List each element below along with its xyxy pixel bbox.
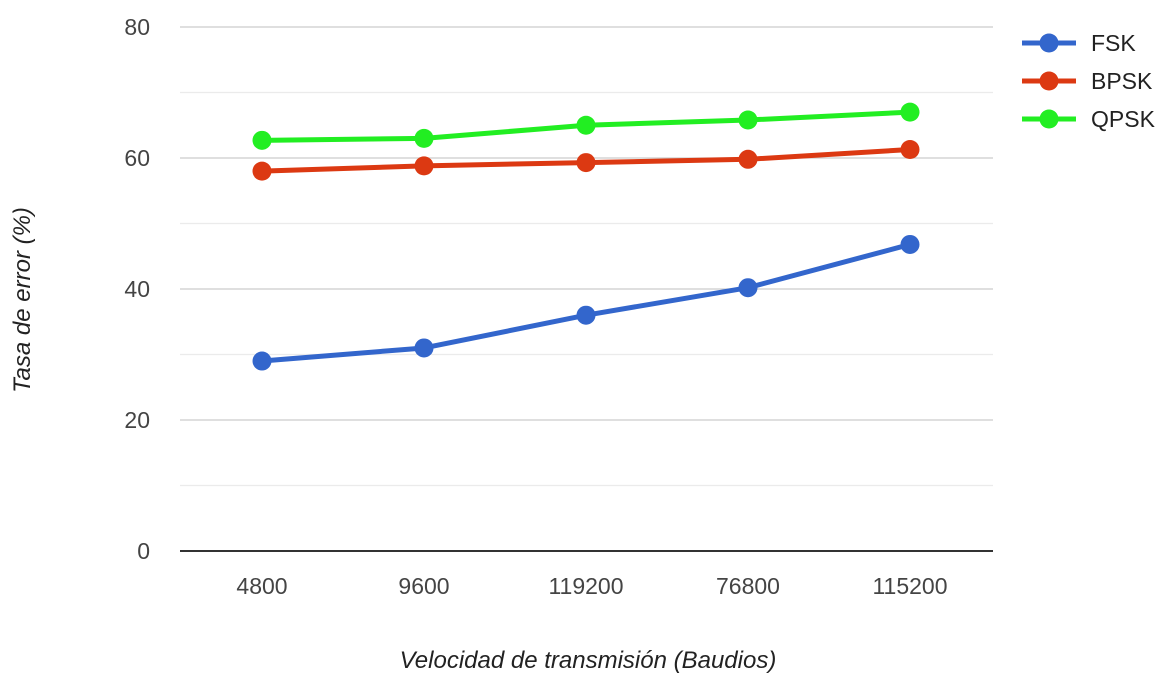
x-tick-label: 9600: [398, 573, 449, 599]
series-bpsk: [252, 139, 920, 181]
y-tick-label: 40: [124, 276, 150, 302]
legend: FSK BPSK QPSK: [1022, 30, 1156, 132]
y-tick-label: 60: [124, 145, 150, 171]
y-tick-label: 0: [137, 538, 150, 564]
data-point: [252, 161, 272, 181]
data-point: [738, 110, 758, 130]
data-point: [414, 156, 434, 176]
legend-item-qpsk: QPSK: [1022, 106, 1156, 132]
data-point: [576, 115, 596, 135]
x-tick-label: 76800: [716, 573, 780, 599]
legend-swatch-marker: [1039, 33, 1059, 53]
data-point: [252, 130, 272, 150]
y-tick-label: 20: [124, 407, 150, 433]
data-point: [900, 139, 920, 159]
series-line-fsk: [259, 241, 913, 364]
x-tick-label: 119200: [548, 573, 623, 599]
data-point: [738, 149, 758, 169]
data-point: [252, 351, 272, 371]
legend-label: QPSK: [1091, 106, 1156, 132]
axes: 0 20 40 60 80 4800 9600 119200 76800 115200: [124, 14, 993, 599]
legend-item-fsk: FSK: [1022, 30, 1136, 56]
x-tick-label: 4800: [236, 573, 287, 599]
legend-item-bpsk: BPSK: [1022, 68, 1153, 94]
legend-label: BPSK: [1091, 68, 1153, 94]
y-axis-title: Tasa de error (%): [9, 207, 36, 393]
series-fsk: [252, 234, 920, 371]
legend-label: FSK: [1091, 30, 1136, 56]
legend-swatch-marker: [1039, 71, 1059, 91]
data-point: [576, 153, 596, 173]
data-point: [738, 278, 758, 298]
series-lines: [252, 102, 920, 371]
data-point: [414, 128, 434, 148]
x-axis-title: Velocidad de transmisión (Baudios): [400, 647, 777, 673]
data-point: [900, 234, 920, 254]
legend-swatch-marker: [1039, 109, 1059, 129]
data-point: [414, 338, 434, 358]
series-qpsk: [252, 102, 920, 150]
x-tick-label: 115200: [872, 573, 947, 599]
y-tick-label: 80: [124, 14, 150, 40]
data-point: [900, 102, 920, 122]
data-point: [576, 305, 596, 325]
